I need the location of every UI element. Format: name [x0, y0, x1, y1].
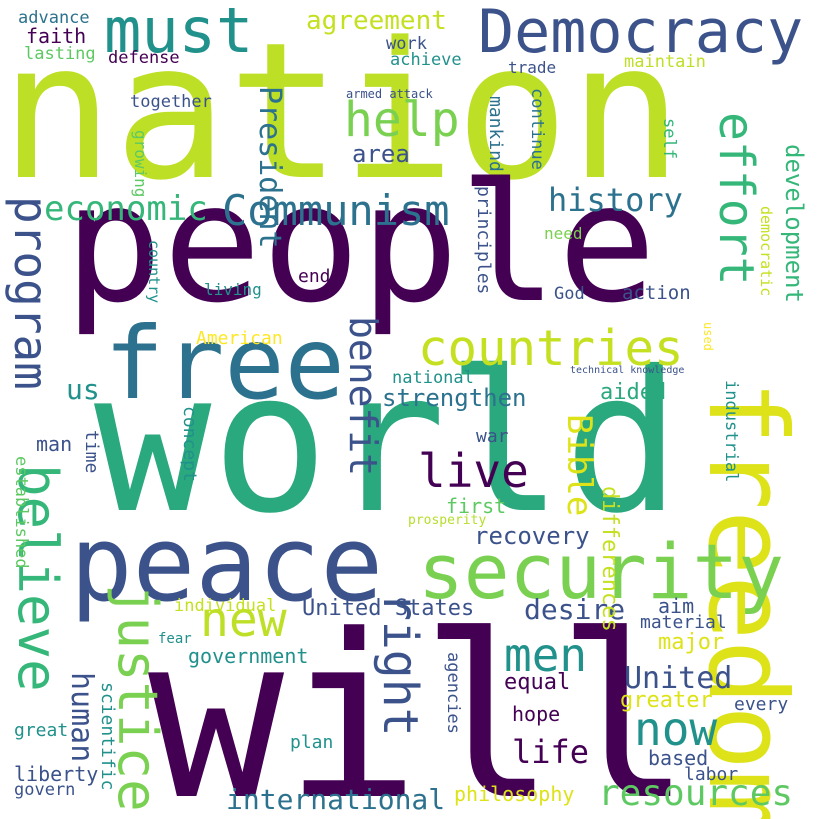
word-equal: equal — [504, 670, 571, 695]
word-war: war — [476, 426, 509, 447]
word-principles: principles — [473, 186, 494, 295]
word-concept: concept — [179, 406, 200, 482]
word-agreement: agreement — [306, 6, 447, 36]
word-benefit: benefit — [341, 316, 385, 477]
word-human: human — [64, 672, 99, 763]
word-trade: trade — [508, 58, 557, 77]
word-democratic: democratic — [757, 206, 775, 297]
word-together: together — [130, 92, 212, 112]
word-based: based — [648, 746, 709, 770]
word-major: major — [658, 630, 725, 655]
word-American: American — [196, 328, 283, 349]
word-differences: differences — [597, 486, 622, 632]
word-President: President — [252, 86, 287, 249]
word-desire: desire — [524, 593, 626, 626]
word-every: every — [734, 694, 789, 715]
word-must: must — [104, 0, 254, 67]
word-recovery: recovery — [474, 522, 590, 550]
word-advance: advance — [18, 8, 90, 28]
word-United-States: United States — [302, 596, 475, 621]
word-men: men — [504, 628, 588, 682]
word-great: great — [14, 720, 69, 741]
word-used: used — [701, 322, 715, 351]
word-philosophy: philosophy — [454, 782, 575, 806]
word-world: world — [94, 329, 681, 556]
word-aided: aided — [600, 380, 667, 405]
word-scientific: scientific — [97, 682, 118, 791]
word-live: live — [418, 444, 529, 498]
word-defense: defense — [108, 48, 180, 68]
word-strengthen: strengthen — [382, 384, 527, 412]
word-maintain: maintain — [624, 52, 706, 72]
word-prosperity: prosperity — [408, 513, 487, 528]
word-Communism: Communism — [222, 186, 450, 235]
word-living: living — [204, 280, 262, 299]
word-people: people — [64, 148, 657, 339]
word-resources: resources — [598, 773, 794, 814]
word-us: us — [66, 373, 100, 406]
word-armed-attack: armed attack — [346, 87, 433, 101]
word-need: need — [544, 224, 583, 243]
word-lasting: lasting — [24, 44, 96, 64]
word-man: man — [36, 432, 73, 456]
word-first: first — [446, 494, 507, 518]
word-growing: growing — [131, 130, 150, 198]
word-agencies: agencies — [443, 652, 463, 734]
word-labor: labor — [684, 764, 739, 785]
word-established: established — [11, 456, 31, 569]
word-faith: faith — [26, 24, 87, 48]
word-right: right — [372, 592, 428, 737]
word-work: work — [386, 34, 427, 54]
word-history: history — [548, 181, 683, 219]
word-greater: greater — [620, 688, 713, 713]
word-United: United — [624, 661, 733, 696]
word-help: help — [344, 92, 460, 148]
word-international: international — [226, 783, 446, 816]
word-end: end — [298, 266, 331, 287]
word-area: area — [352, 140, 410, 168]
word-technical-knowledge: technical knowledge — [570, 365, 685, 376]
word-now: now — [634, 702, 718, 756]
word-development: development — [780, 144, 808, 303]
word-self: self — [659, 118, 679, 159]
word-peace: peace — [70, 503, 384, 625]
word-countries: countries — [418, 320, 684, 377]
word-life: life — [512, 733, 590, 771]
word-nation: nation — [0, 2, 683, 222]
word-action: action — [622, 282, 691, 304]
word-believe: believe — [6, 464, 69, 692]
word-achieve: achieve — [390, 50, 462, 70]
word-effort: effort — [708, 112, 764, 286]
word-economic: economic — [44, 189, 208, 229]
word-fear: fear — [158, 631, 192, 647]
word-liberty: liberty — [14, 762, 99, 786]
word-free: free — [104, 305, 345, 422]
word-mankind: mankind — [485, 96, 506, 172]
word-freedom: freedom — [684, 380, 809, 819]
word-program: program — [4, 196, 58, 390]
word-industrial: industrial — [721, 380, 741, 483]
word-time: time — [81, 430, 102, 474]
word-govern: govern — [14, 780, 76, 800]
word-government: government — [188, 644, 309, 668]
word-security: security — [418, 527, 785, 616]
word-national: national — [392, 368, 474, 388]
word-aim: aim — [658, 594, 695, 618]
word-plan: plan — [290, 732, 334, 753]
word-continue: continue — [527, 88, 547, 170]
word-new: new — [200, 592, 287, 648]
word-God: God — [554, 284, 585, 304]
word-country: country — [145, 240, 163, 304]
word-Bible: Bible — [559, 414, 599, 517]
word-individual: individual — [174, 596, 277, 616]
word-justice: justice — [106, 584, 169, 812]
word-material: material — [640, 612, 727, 633]
word-hope: hope — [512, 702, 561, 726]
word-will: will — [148, 587, 693, 819]
word-Democracy: Democracy — [478, 0, 804, 67]
